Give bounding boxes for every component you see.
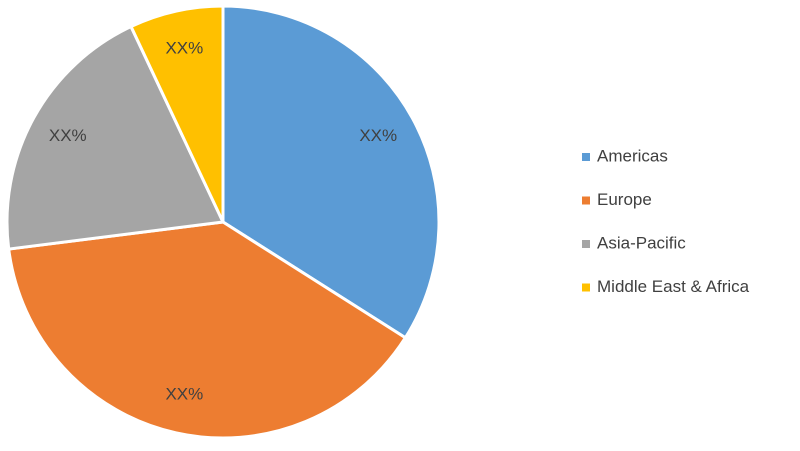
pie-slice: [5, 24, 226, 251]
data-label: XX%: [359, 126, 397, 145]
legend-swatch: [582, 196, 590, 205]
legend-label: Americas: [597, 146, 668, 165]
legend-label: Middle East & Africa: [597, 277, 750, 296]
legend-swatch: [582, 283, 590, 292]
legend-label: Europe: [597, 190, 652, 209]
legend-swatch: [582, 153, 590, 161]
data-label: XX%: [49, 126, 87, 145]
data-label: XX%: [165, 384, 203, 403]
data-label: XX%: [165, 39, 203, 58]
legend-label: Asia-Pacific: [597, 233, 686, 252]
legend-swatch: [582, 240, 590, 248]
pie-slice: [129, 4, 225, 223]
pie-slice: [7, 220, 408, 440]
